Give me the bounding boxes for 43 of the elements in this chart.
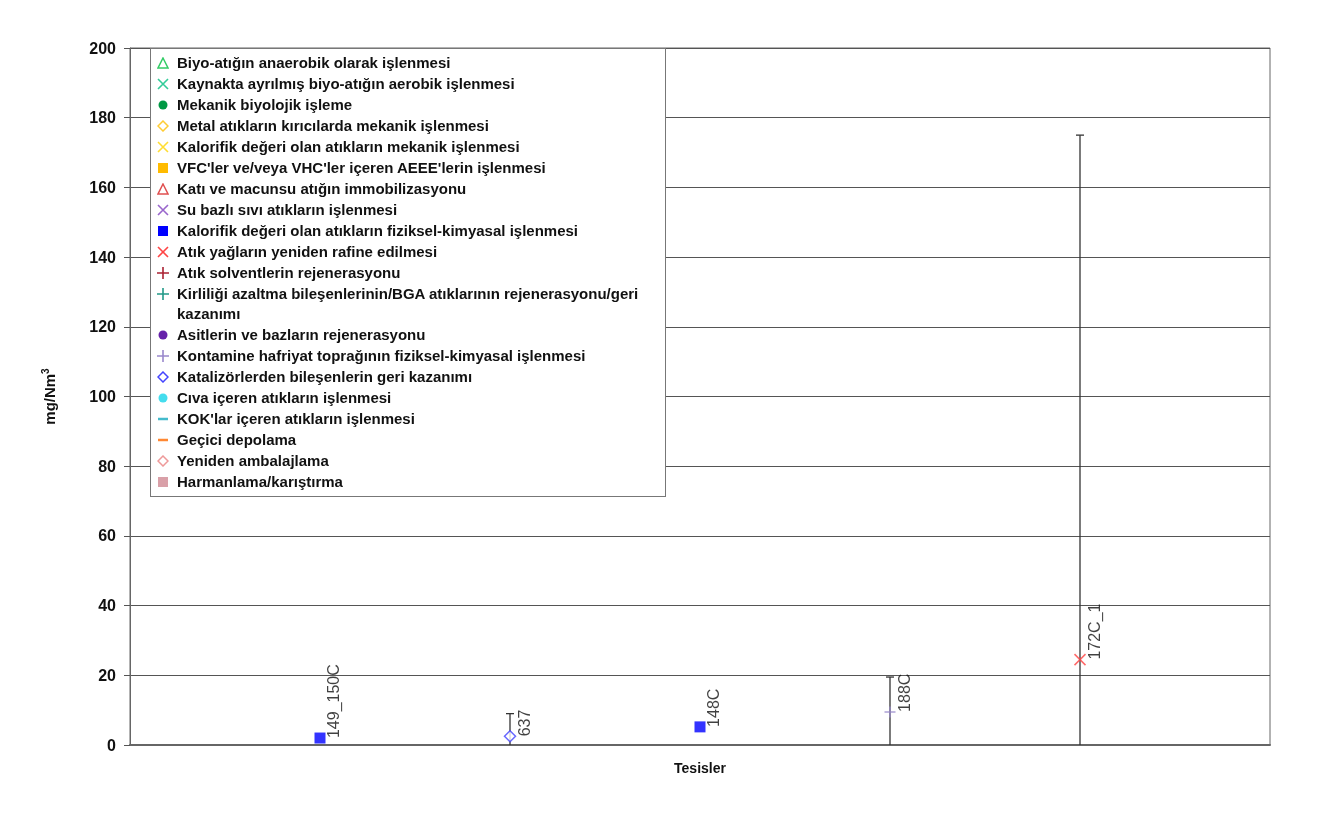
y-tick-label: 60 <box>98 527 117 545</box>
legend-label: Atık solventlerin rejenerasyonu <box>177 263 401 283</box>
legend-label: Kaynakta ayrılmış biyo-atığın aerobik işlenmesi <box>177 74 515 94</box>
legend-label: Metal atıkların kırıcılarda mekanik işlenmesi <box>177 116 489 136</box>
legend-label: Kontamine hafriyat toprağının fiziksel-kimyasal işlenmesi <box>177 346 586 366</box>
point <box>503 730 517 743</box>
point <box>694 721 706 733</box>
y-tick-label: 80 <box>98 457 117 475</box>
y-tick-label: 20 <box>98 666 117 684</box>
y-tick-label: 140 <box>89 248 117 266</box>
legend-label: Geçici depolama <box>177 430 297 450</box>
legend-label: Mekanik biyolojik işleme <box>177 95 353 115</box>
y-tick-label: 0 <box>107 736 117 754</box>
x-tick-label: 148C <box>705 688 722 727</box>
x-tick-label: 149_150C <box>325 664 343 739</box>
legend-label: Katı ve macunsu atığın immobilizasyonu <box>177 179 467 199</box>
x-axis-title: Tesisler <box>674 760 727 776</box>
y-axis-title: mg/Nm3 <box>39 367 58 425</box>
x-tick-label: 172C_1 <box>1085 603 1104 660</box>
y-tick-label: 180 <box>89 109 117 127</box>
x-tick-label: 188C <box>895 673 913 712</box>
point <box>1073 653 1087 666</box>
y-tick-label: 100 <box>89 388 117 405</box>
legend-label: Katalizörlerden bileşenlerin geri kazanımı <box>177 367 473 387</box>
legend-label: KOK'lar içeren atıkların işlenmesi <box>177 409 415 429</box>
legend-label: Biyo-atığın anaerobik olarak işlenmesi <box>177 53 451 73</box>
y-tick-label: 200 <box>89 39 117 57</box>
legend-label: Atık yağların yeniden rafine edilmesi <box>177 242 438 262</box>
y-tick-label: 120 <box>89 318 117 336</box>
x-tick-label: 637 <box>515 709 533 737</box>
legend-label: Kalorifik değeri olan atıkların mekanik işlenmesi <box>177 137 520 157</box>
legend-label: VFC'ler ve/veya VHC'ler içeren AEEE'lerin işlenmesi <box>177 158 546 178</box>
legend-label: Harmanlama/karıştırma <box>177 472 343 492</box>
y-tick-label: 40 <box>98 597 117 615</box>
point <box>883 705 897 719</box>
point <box>314 732 326 744</box>
y-tick-label: 160 <box>89 178 117 196</box>
legend-label: Su bazlı sıvı atıkların işlenmesi <box>177 200 398 220</box>
legend-label: Asitlerin ve bazların rejenerasyonu <box>177 325 426 345</box>
legend-label: Kalorifik değeri olan atıkların fiziksel-kimyasal işlenmesi <box>177 221 579 241</box>
legend-label: Cıva içeren atıkların işlenmesi <box>177 388 392 408</box>
legend-label: Kirliliği azaltma bileşenlerinin/BGA atıklarının rejenerasyonu/geri kazanımı <box>177 284 640 324</box>
legend-label: Yeniden ambalajlama <box>177 451 329 471</box>
